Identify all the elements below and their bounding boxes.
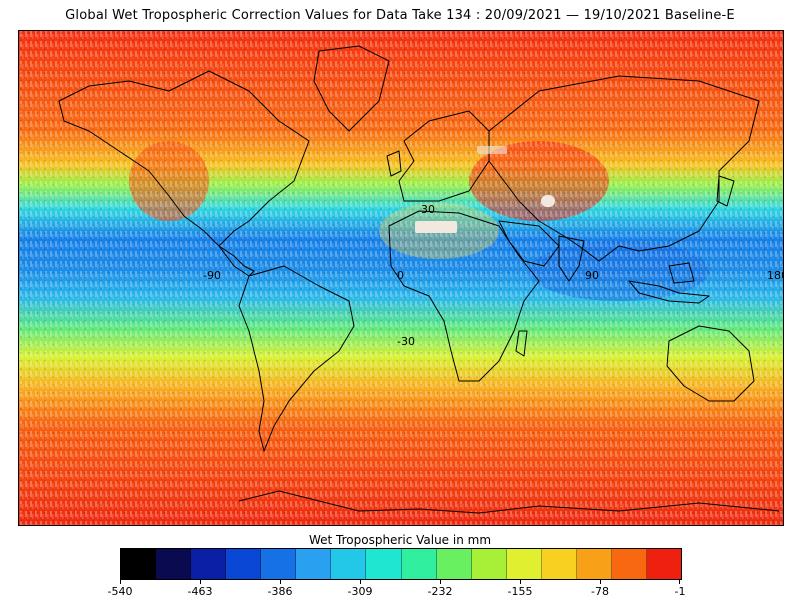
colorbar-tickmark	[360, 580, 361, 584]
colorbar-tickmark	[520, 580, 521, 584]
colorbar-cell	[366, 549, 402, 579]
colorbar-cell	[156, 549, 192, 579]
colorbar-cell	[226, 549, 262, 579]
colorbar-cell	[191, 549, 227, 579]
colorbar-tick-label: -1	[674, 585, 686, 598]
colorbar-cell	[576, 549, 612, 579]
colorbar-cell	[506, 549, 542, 579]
colorbar-cell	[261, 549, 297, 579]
colorbar-tick-label: -463	[187, 585, 213, 598]
no-data-patch-sahara	[415, 221, 457, 233]
colorbar-tick-label: -386	[267, 585, 293, 598]
colorbar-tickmark	[440, 580, 441, 584]
colorbar-tickmark	[200, 580, 201, 584]
colorbar-cell	[331, 549, 367, 579]
colorbar-cell	[401, 549, 437, 579]
colorbar	[120, 548, 682, 580]
lon-label-90: 90	[585, 269, 599, 282]
map-canvas	[19, 31, 783, 525]
colorbar-tick-label: -309	[347, 585, 373, 598]
colorbar-tick-label: -155	[507, 585, 533, 598]
swath-dots	[19, 31, 783, 525]
colorbar-ticks	[120, 580, 680, 584]
lat-label-minus-30: -30	[397, 335, 415, 348]
lon-label-180: 180	[767, 269, 783, 282]
colorbar-tick-label: -232	[427, 585, 453, 598]
lat-label-30: 30	[421, 203, 435, 216]
colorbar-cell	[436, 549, 472, 579]
lon-label-minus-90: -90	[203, 269, 221, 282]
colorbar-cell	[471, 549, 507, 579]
colorbar-cell	[541, 549, 577, 579]
world-map: 30 -30 -90 0 90 180	[18, 30, 784, 526]
no-data-patch-plateau	[477, 146, 507, 154]
colorbar-tickmark	[600, 580, 601, 584]
map-title: Global Wet Tropospheric Correction Value…	[65, 8, 735, 23]
lon-label-0: 0	[397, 269, 404, 282]
coastlines	[58, 45, 780, 514]
no-data-patch-himalaya	[541, 195, 555, 207]
colorbar-tick-label: -540	[107, 585, 133, 598]
colorbar-cell	[611, 549, 647, 579]
colorbar-tickmark	[120, 580, 121, 584]
colorbar-tickmark	[280, 580, 281, 584]
colorbar-cell	[646, 549, 681, 579]
colorbar-tick-label: -78	[591, 585, 609, 598]
colorbar-cell	[296, 549, 332, 579]
colorbar-tickmark	[679, 580, 680, 584]
colorbar-title: Wet Tropospheric Value in mm	[308, 533, 492, 547]
colorbar-cell	[121, 549, 157, 579]
